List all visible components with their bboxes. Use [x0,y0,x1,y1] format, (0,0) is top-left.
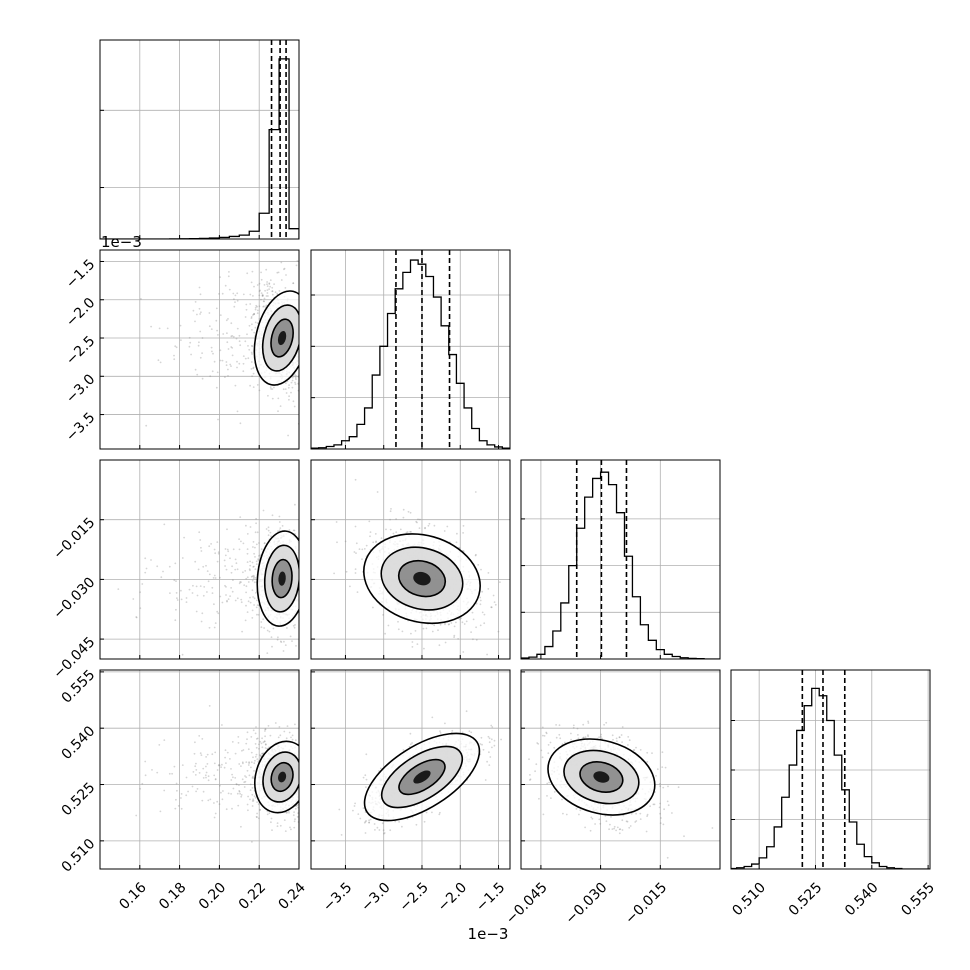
contour-level-3 [277,330,287,346]
y-tick-label-2: 0.540 [59,723,99,763]
x-tick-label-0: 0.16 [116,880,149,913]
histogram-1 [311,259,510,449]
x-offset-text: 1e−3 [468,925,509,943]
x-tick-label-1: 0.18 [156,880,189,913]
panel-frame [99,249,300,450]
x-tick-label-3: 0.555 [898,880,938,920]
x-tick-label-2: −2.5 [397,880,432,915]
panel-0-0 [99,39,300,240]
histogram-3 [731,687,930,869]
x-tick-label-1: −3.0 [358,880,393,915]
y-tick-label-0: −3.5 [63,410,98,445]
contour-level-3 [413,571,431,586]
contour-level-3 [413,770,431,784]
y-tick-label-1: −0.030 [50,574,98,622]
y-tick-label-4: −1.5 [63,257,98,292]
y-tick-label-1: −3.0 [63,371,98,406]
x-tick-label-2: 0.540 [842,880,882,920]
panel-3-3: 0.510 0.525 0.540 0.555 [729,669,938,920]
contour-level-3 [278,571,286,586]
y-tick-label-3: −2.0 [63,295,98,330]
panel-2-0: −0.045−0.030−0.015 [50,459,300,682]
x-tick-label-0: −3.5 [320,880,355,915]
x-tick-label-0: −0.045 [503,880,551,928]
histogram-2 [521,471,720,659]
panel-frame [99,669,300,870]
x-tick-label-4: 0.24 [276,880,309,913]
contour-level-3 [593,771,610,783]
x-tick-label-1: −0.030 [563,880,611,928]
x-tick-label-3: 0.22 [236,880,269,913]
panel-frame [99,459,300,660]
y-offset-text: 1e−3 [101,233,142,251]
panel-1-1 [310,249,511,450]
panels: −3.5−3.0−2.5−2.0−1.5−0.045−0.030−0.0150.… [50,39,938,928]
panel-2-2 [520,459,721,660]
panel-frame [520,669,721,870]
x-tick-label-4: −1.5 [473,880,508,915]
panel-3-2: −0.045 −0.030 −0.015 [503,669,721,928]
panel-frame [310,459,511,660]
x-tick-label-2: −0.015 [622,880,670,928]
y-tick-label-0: 0.510 [59,836,99,876]
panel-frame [99,39,300,240]
x-tick-label-3: −2.0 [435,880,470,915]
x-tick-label-0: 0.510 [729,880,769,920]
contour-level-3 [277,771,287,783]
panel-frame [520,459,721,660]
y-tick-label-2: −0.015 [50,515,98,563]
y-tick-label-2: −2.5 [63,333,98,368]
x-tick-label-2: 0.20 [196,880,229,913]
histogram-0 [100,58,299,239]
y-tick-label-1: 0.525 [59,780,99,820]
panel-frame [730,669,931,870]
x-tick-label-1: 0.525 [786,880,826,920]
panel-frame [310,249,511,450]
panel-3-1: −3.5 −3.0 −2.5 −2.0 −1.5 [310,669,511,915]
panel-frame [310,669,511,870]
panel-1-0: −3.5 −3.0−2.5−2.0−1.5 [63,249,300,450]
panel-2-1 [310,459,511,660]
